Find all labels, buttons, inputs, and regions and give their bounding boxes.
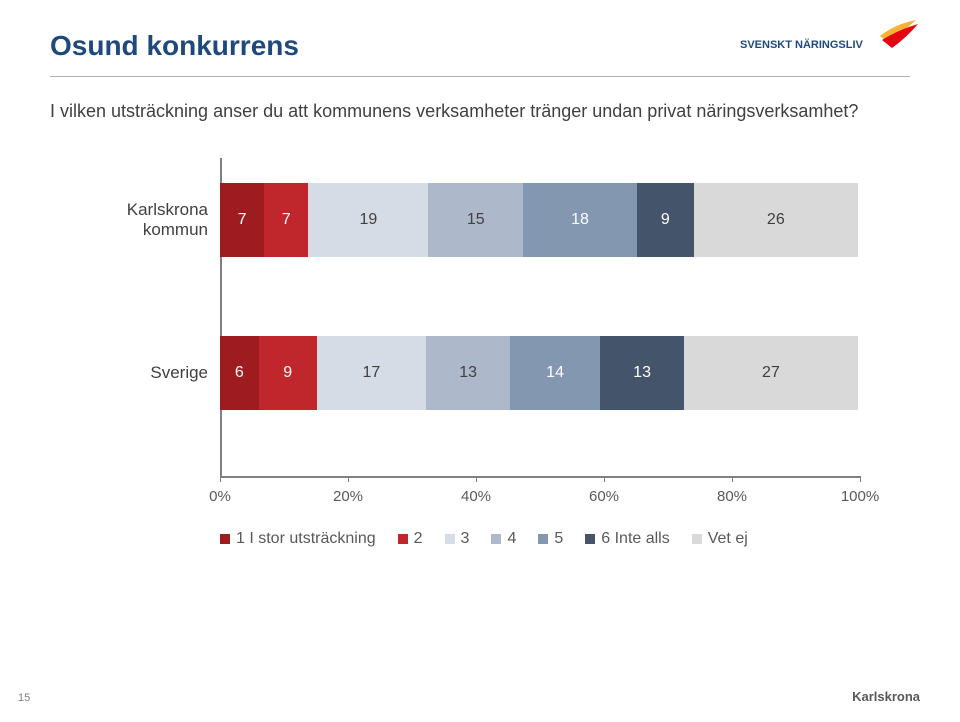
legend-swatch bbox=[538, 534, 548, 544]
bar-segment: 15 bbox=[428, 183, 523, 257]
bar-row: Karlskrona kommun77191518926 bbox=[102, 183, 860, 257]
x-tick-mark bbox=[732, 476, 733, 482]
x-tick-label: 40% bbox=[461, 488, 491, 505]
legend-swatch bbox=[220, 534, 230, 544]
bar-segment: 13 bbox=[426, 336, 510, 410]
legend-label: 6 Inte alls bbox=[601, 530, 669, 548]
logo-text: SVENSKT NÄRINGSLIV bbox=[740, 38, 864, 51]
bar-segment: 7 bbox=[220, 183, 264, 257]
legend-label: 3 bbox=[461, 530, 470, 548]
bar-segment: 7 bbox=[264, 183, 308, 257]
legend-label: 2 bbox=[414, 530, 423, 548]
bar-segment: 14 bbox=[510, 336, 600, 410]
x-tick-label: 60% bbox=[589, 488, 619, 505]
legend-swatch bbox=[585, 534, 595, 544]
legend-swatch bbox=[445, 534, 455, 544]
bar-segment: 17 bbox=[317, 336, 427, 410]
bar-label: Karlskrona kommun bbox=[102, 200, 220, 241]
x-tick-label: 100% bbox=[841, 488, 879, 505]
x-tick-mark bbox=[604, 476, 605, 482]
bar-segment: 6 bbox=[220, 336, 259, 410]
x-axis: 0%20%40%60%80%100% bbox=[220, 482, 860, 512]
legend-swatch bbox=[398, 534, 408, 544]
legend-item: 5 bbox=[538, 530, 563, 548]
x-tick-label: 20% bbox=[333, 488, 363, 505]
footer-label: Karlskrona bbox=[852, 689, 920, 704]
stacked-bar-chart: Karlskrona kommun77191518926Sverige69171… bbox=[100, 158, 860, 548]
legend: 1 I stor utsträckning 2 3 4 5 6 Inte alls Vet … bbox=[220, 530, 860, 548]
bar-segment: 9 bbox=[637, 183, 694, 257]
x-tick-mark bbox=[476, 476, 477, 482]
legend-label: 5 bbox=[554, 530, 563, 548]
page-number: 15 bbox=[18, 692, 30, 704]
plot-area: Karlskrona kommun77191518926Sverige69171… bbox=[220, 158, 860, 478]
bar-stack: 691713141327 bbox=[220, 336, 858, 410]
bar-stack: 77191518926 bbox=[220, 183, 858, 257]
bar-segment: 9 bbox=[259, 336, 317, 410]
x-tick-mark bbox=[348, 476, 349, 482]
bar-segment: 13 bbox=[600, 336, 684, 410]
logo: SVENSKT NÄRINGSLIV bbox=[740, 18, 920, 61]
legend-label: 1 I stor utsträckning bbox=[236, 530, 376, 548]
x-tick-mark bbox=[860, 476, 861, 482]
bar-segment: 27 bbox=[684, 336, 858, 410]
legend-label: 4 bbox=[507, 530, 516, 548]
legend-swatch bbox=[491, 534, 501, 544]
legend-item: 4 bbox=[491, 530, 516, 548]
legend-swatch bbox=[692, 534, 702, 544]
bar-segment: 18 bbox=[523, 183, 637, 257]
legend-item: Vet ej bbox=[692, 530, 748, 548]
legend-item: 1 I stor utsträckning bbox=[220, 530, 376, 548]
x-tick-label: 0% bbox=[209, 488, 231, 505]
x-tick-label: 80% bbox=[717, 488, 747, 505]
bar-row: Sverige691713141327 bbox=[102, 336, 860, 410]
legend-label: Vet ej bbox=[708, 530, 748, 548]
subtitle: I vilken utsträckning anser du att kommu… bbox=[50, 101, 910, 122]
legend-item: 3 bbox=[445, 530, 470, 548]
x-tick-mark bbox=[220, 476, 221, 482]
bar-label: Sverige bbox=[102, 363, 220, 383]
legend-item: 6 Inte alls bbox=[585, 530, 669, 548]
legend-item: 2 bbox=[398, 530, 423, 548]
bar-segment: 19 bbox=[308, 183, 428, 257]
title-divider bbox=[50, 76, 910, 77]
bar-segment: 26 bbox=[694, 183, 858, 257]
